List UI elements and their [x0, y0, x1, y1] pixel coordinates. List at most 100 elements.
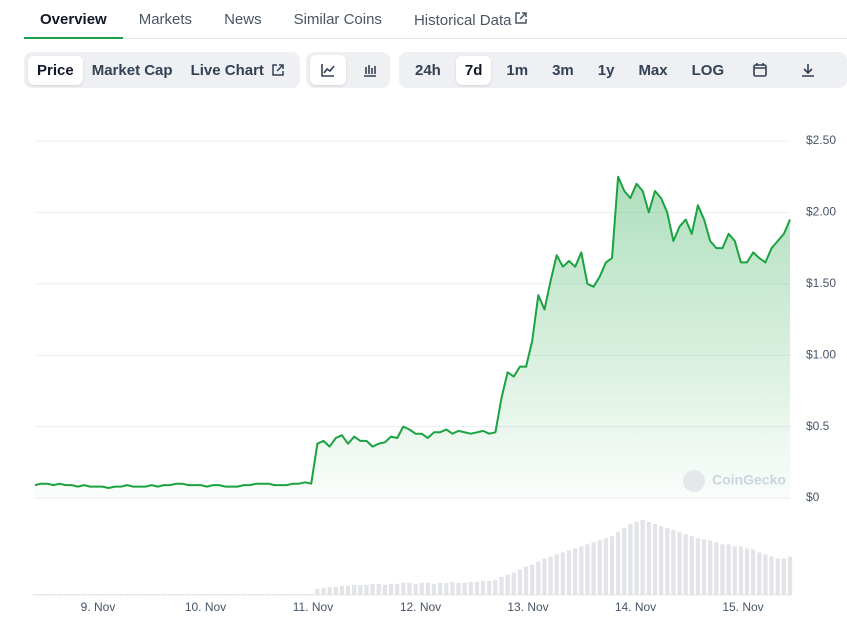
- volume-bar: [364, 584, 369, 595]
- volume-bar: [585, 544, 590, 595]
- volume-bar: [536, 561, 541, 595]
- volume-bar: [757, 552, 762, 595]
- volume-bar: [634, 522, 639, 595]
- range-button[interactable]: 1y: [589, 56, 624, 85]
- y-tick-label: $0.5: [806, 419, 830, 433]
- tab[interactable]: Similar Coins: [278, 0, 398, 37]
- volume-bar: [671, 530, 676, 595]
- volume-bar: [100, 593, 105, 595]
- x-tick-label: 9. Nov: [81, 600, 116, 614]
- volume-bar: [69, 593, 74, 595]
- view-button[interactable]: Market Cap: [83, 56, 182, 85]
- download-button[interactable]: [790, 55, 826, 85]
- volume-bar: [738, 546, 744, 595]
- y-tick-label: $0: [806, 490, 820, 504]
- volume-bar: [192, 593, 197, 595]
- volume-bar: [216, 593, 222, 595]
- volume-bar: [609, 536, 615, 595]
- tab[interactable]: News: [208, 0, 278, 37]
- range-button[interactable]: Max: [629, 56, 676, 85]
- volume-bar: [560, 552, 566, 595]
- x-tick-label: 10. Nov: [185, 600, 226, 614]
- tab[interactable]: Markets: [123, 0, 208, 37]
- volume-bar: [229, 593, 234, 595]
- volume-bar: [542, 558, 547, 595]
- range-button[interactable]: 1m: [497, 56, 537, 85]
- range-button[interactable]: 7d: [455, 55, 492, 85]
- y-tick-label: $2.50: [806, 133, 836, 147]
- volume-bar: [247, 593, 252, 595]
- chart-style-group: [306, 52, 390, 88]
- view-button-label: Live Chart: [190, 61, 264, 79]
- volume-bar: [720, 544, 725, 595]
- x-tick-label: 15. Nov: [722, 600, 763, 614]
- volume-bar: [57, 593, 62, 595]
- volume-bar: [278, 593, 283, 595]
- range-button-label: 1m: [506, 61, 529, 79]
- volume-bar: [186, 593, 191, 595]
- view-button[interactable]: Live Chart: [182, 56, 294, 85]
- view-button[interactable]: Price: [28, 55, 83, 85]
- volume-bar: [603, 538, 609, 595]
- volume-bar: [38, 593, 44, 595]
- volume-bar: [388, 583, 394, 595]
- volume-bar: [665, 528, 670, 595]
- tab-label: Overview: [40, 11, 107, 28]
- volume-bar: [487, 580, 492, 595]
- fullscreen-button[interactable]: [838, 55, 847, 85]
- range-button-label: LOG: [691, 61, 725, 79]
- tab-label: Similar Coins: [293, 11, 382, 28]
- volume-bar: [444, 582, 449, 595]
- range-button-label: 3m: [552, 61, 574, 79]
- tab[interactable]: Overview: [24, 0, 123, 39]
- volume-bar: [370, 583, 375, 595]
- tab-bar: Overview Markets News Similar Coins Historic…: [24, 0, 847, 39]
- volume-bar: [321, 587, 326, 595]
- volume-bar: [505, 574, 510, 595]
- volume-bar: [419, 582, 424, 595]
- volume-bar: [112, 593, 117, 595]
- calendar-button[interactable]: [742, 55, 778, 85]
- volume-bar: [352, 584, 357, 595]
- volume-bar: [180, 593, 185, 595]
- volume-bar: [333, 586, 338, 595]
- volume-bar: [339, 585, 345, 595]
- x-tick-label: 14. Nov: [615, 600, 656, 614]
- volume-bar: [548, 556, 553, 595]
- volume-bar: [253, 593, 259, 595]
- range-button[interactable]: 3m: [543, 56, 583, 85]
- y-tick-label: $1.50: [806, 276, 836, 290]
- volume-bar: [591, 542, 596, 595]
- view-button-label: Market Cap: [91, 61, 173, 79]
- range-button-label: 24h: [415, 61, 441, 79]
- volume-bar: [345, 585, 351, 595]
- volume-bar: [401, 582, 406, 595]
- volume-bar: [223, 593, 228, 595]
- volume-bar: [615, 532, 621, 595]
- volume-bar: [462, 582, 467, 595]
- tab[interactable]: Historical Data: [398, 0, 545, 37]
- range-button[interactable]: LOG: [683, 56, 734, 85]
- volume-bar: [450, 581, 455, 595]
- volume-bar: [235, 593, 240, 595]
- volume-bar: [751, 549, 756, 595]
- volume-bar: [689, 536, 694, 595]
- volume-bar: [652, 524, 658, 595]
- volume-bar: [315, 588, 320, 595]
- volume-bar: [131, 593, 136, 595]
- volume-bar: [493, 579, 498, 595]
- line-chart-button[interactable]: [310, 55, 346, 85]
- range-button[interactable]: 24h: [406, 56, 450, 85]
- x-tick-label: 11. Nov: [293, 600, 333, 614]
- volume-bar: [75, 593, 81, 595]
- volume-bar: [204, 593, 210, 595]
- range-button-label: 7d: [464, 61, 483, 79]
- volume-bar: [309, 593, 314, 595]
- volume-bar: [763, 554, 768, 595]
- volume-bar: [241, 593, 246, 595]
- candle-chart-button[interactable]: [352, 55, 388, 85]
- volume-bar: [781, 558, 787, 595]
- volume-bar: [210, 593, 216, 595]
- volume-bar: [425, 582, 430, 595]
